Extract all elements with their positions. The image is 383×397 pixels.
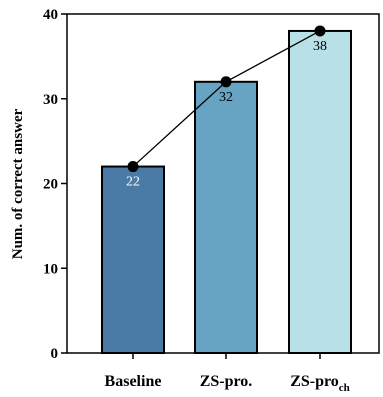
y-tick-label: 40 <box>43 7 58 23</box>
data-point-marker <box>314 25 326 37</box>
bar <box>288 29 352 354</box>
y-tick-label: 30 <box>43 92 58 108</box>
x-tick-label: ZS-pro. <box>200 373 253 390</box>
bar <box>101 165 165 354</box>
data-label: 32 <box>219 90 233 105</box>
data-point-marker <box>220 76 232 88</box>
data-label: 38 <box>313 39 327 54</box>
bar <box>194 80 258 355</box>
y-tick-label: 20 <box>43 177 58 193</box>
plot-area: 0 10 20 30 40 Baseline ZS-pro. ZS-proch 22 32 38 <box>43 7 380 394</box>
x-tick-label: ZS-proch <box>290 373 350 394</box>
data-point-marker <box>127 161 139 173</box>
y-tick-label: 0 <box>51 346 59 362</box>
x-tick-label: Baseline <box>105 373 162 390</box>
data-label: 22 <box>126 175 140 190</box>
y-axis-label: Num. of correct answer <box>10 108 26 259</box>
y-tick-label: 10 <box>43 261 58 277</box>
